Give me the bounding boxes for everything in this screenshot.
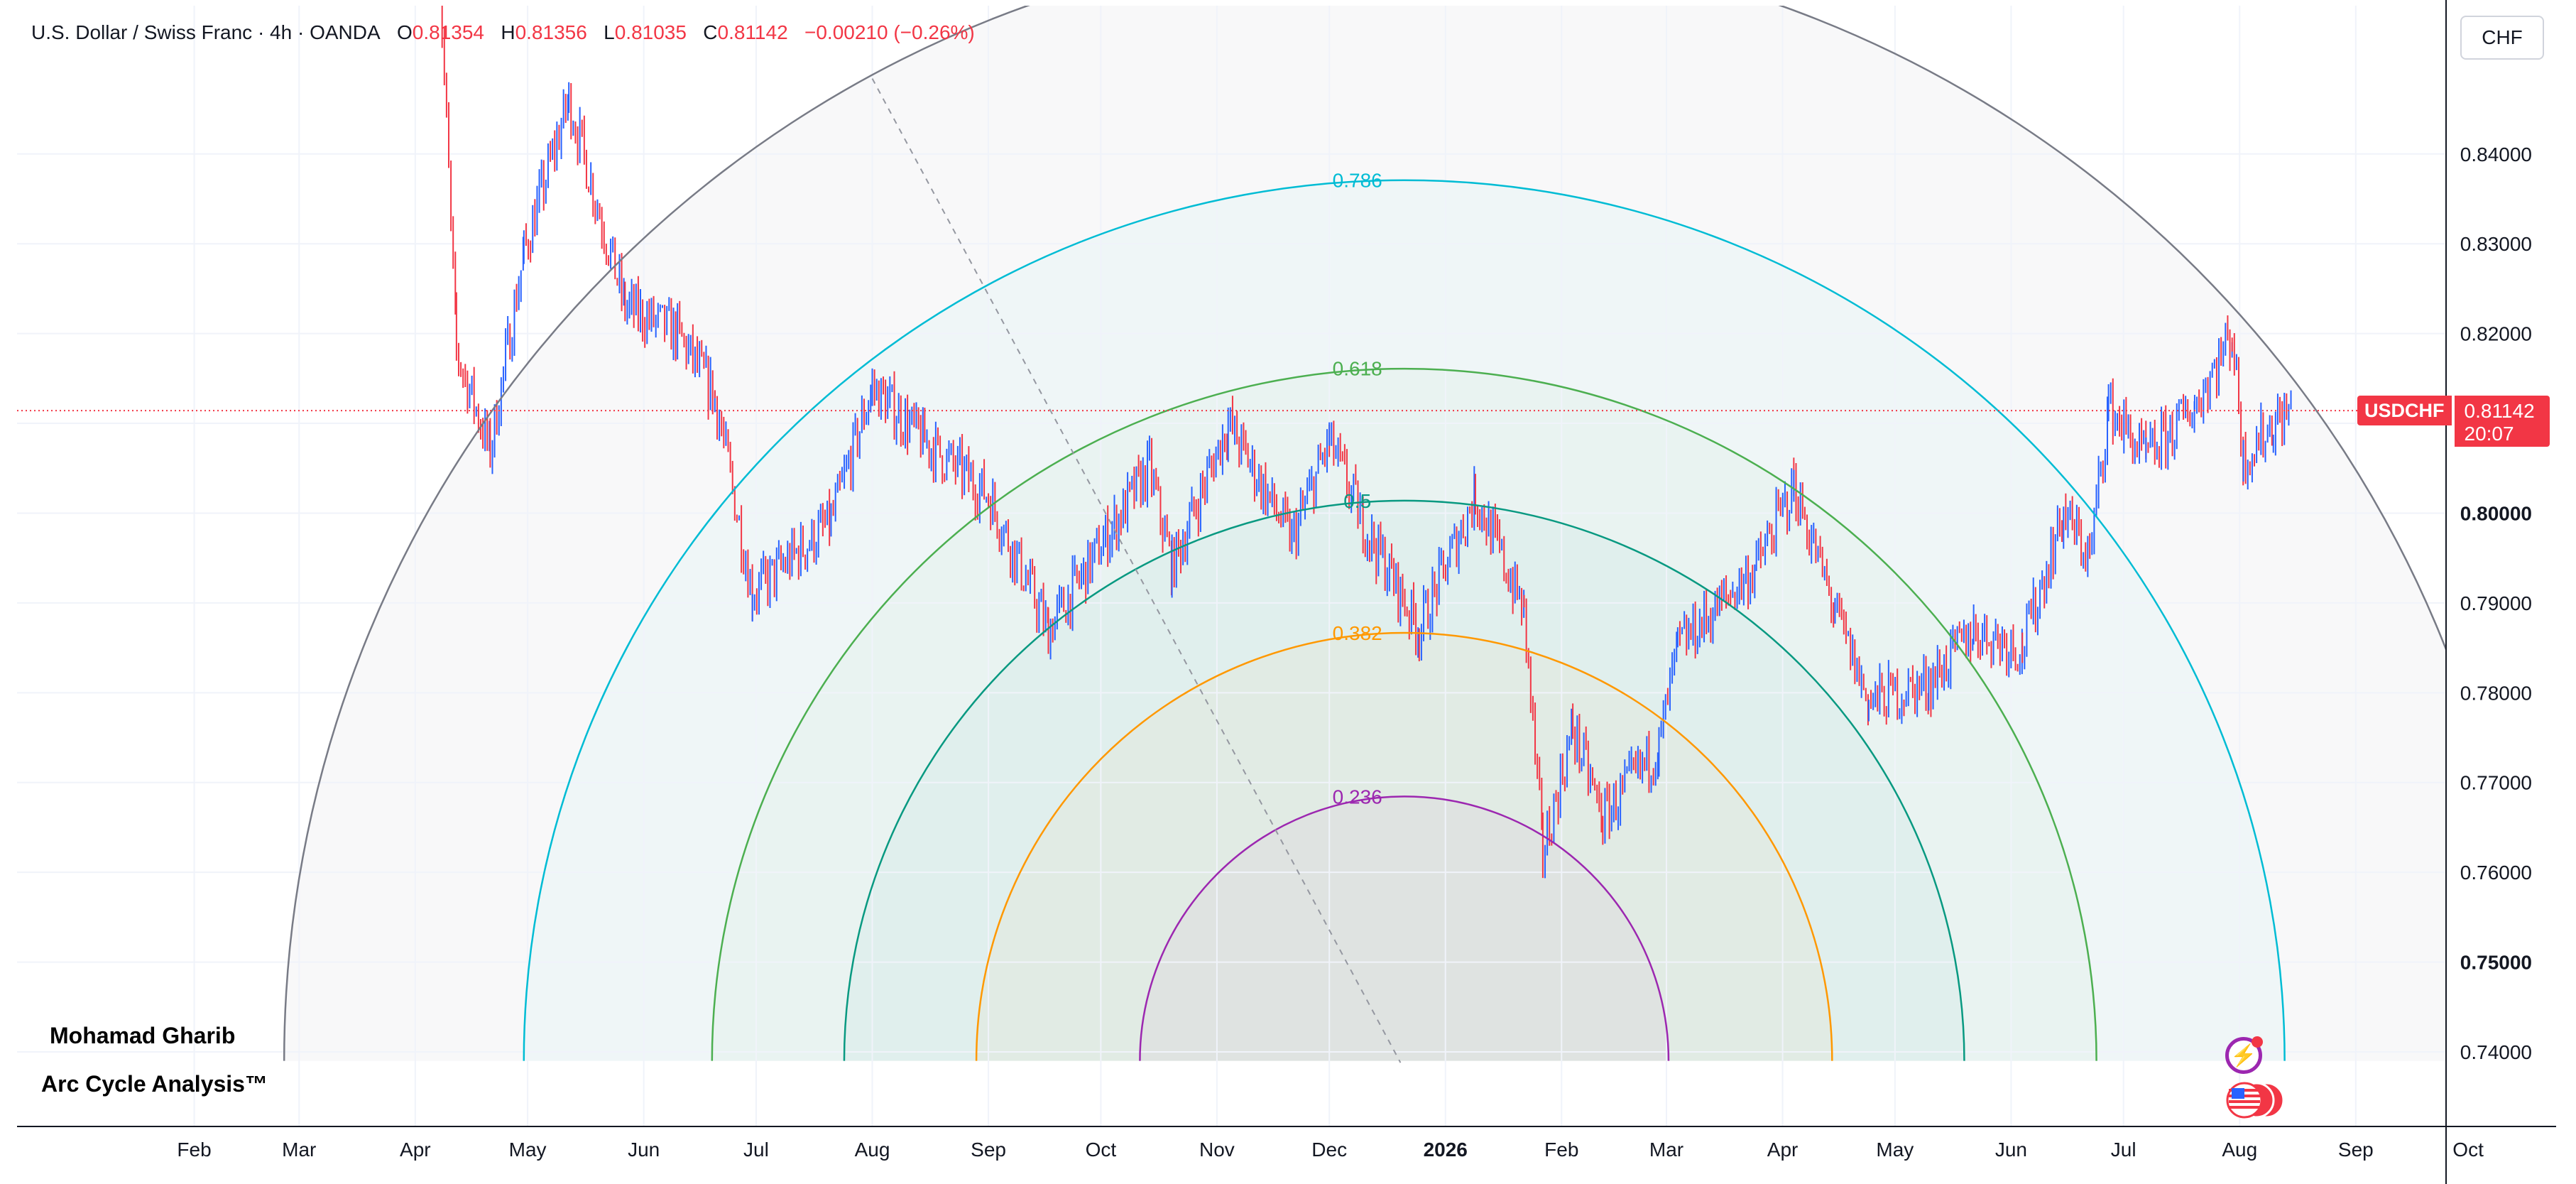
high-value: 0.81356 — [515, 21, 587, 43]
price-tag-price: 0.81142 — [2464, 400, 2535, 422]
low-value: 0.81035 — [614, 21, 687, 43]
x-tick-label: Apr — [1767, 1139, 1799, 1161]
axes: 0.74000 0.75000 0.76000 0.77000 0.78000 0.790… — [17, 0, 2556, 1184]
currency-button[interactable]: CHF — [2460, 16, 2544, 60]
close-label: C — [703, 21, 718, 43]
x-tick-label: Mar — [1649, 1139, 1683, 1161]
y-tick-label: 0.78000 — [2460, 682, 2532, 704]
fib-arc-layer: 0.786 0.618 0.5 0.382 0.236 — [17, 6, 2446, 1063]
y-tick-label: 0.82000 — [2460, 323, 2532, 345]
close-value: 0.81142 — [717, 21, 788, 43]
symbol-description[interactable]: U.S. Dollar / Swiss Franc · 4h · OANDA — [31, 21, 381, 43]
y-tick-label: 0.83000 — [2460, 233, 2532, 255]
us-flag-icon[interactable] — [2225, 1081, 2285, 1119]
x-tick-label: May — [1876, 1139, 1914, 1161]
x-tick-label: Mar — [282, 1139, 316, 1161]
x-tick-label: Aug — [2222, 1139, 2257, 1161]
change-value: −0.00210 (−0.26%) — [804, 21, 975, 43]
y-tick-label: 0.79000 — [2460, 592, 2532, 614]
lightning-icon[interactable]: ⚡ — [2225, 1036, 2263, 1074]
fib-arc-label-0382: 0.382 — [1333, 622, 1382, 644]
open-label: O — [397, 21, 413, 43]
outer-arc-fill — [284, 6, 2446, 1061]
x-tick-label: Jul — [2111, 1139, 2136, 1161]
fib-arc-0382 — [975, 631, 1833, 1061]
last-price-tag: USDCHF 0.81142 20:07 — [2357, 396, 2550, 447]
x-tick-label: Aug — [855, 1139, 890, 1161]
fib-arc-0618 — [711, 367, 2097, 1061]
arc-fill-layer — [284, 6, 2446, 1061]
y-tick-label: 0.80000 — [2460, 502, 2532, 524]
candle-series — [441, 6, 2292, 879]
fib-arc-label-0618: 0.618 — [1333, 358, 1382, 380]
y-tick-label: 0.84000 — [2460, 143, 2532, 165]
fib-arc-label-05: 0.5 — [1343, 490, 1371, 512]
x-tick-label: Sep — [2338, 1139, 2374, 1161]
x-tick-label: Feb — [177, 1139, 211, 1161]
analysis-title: Arc Cycle Analysis™ — [41, 1071, 268, 1097]
outer-arc — [283, 6, 2446, 1061]
price-tag-countdown: 20:07 — [2464, 423, 2514, 445]
x-tick-label: May — [509, 1139, 547, 1161]
x-tick-label: Jun — [1995, 1139, 2027, 1161]
grid-lines — [17, 6, 2446, 1126]
x-tick-label: Apr — [400, 1139, 431, 1161]
x-tick-label: Feb — [1544, 1139, 1578, 1161]
y-tick-label: 0.74000 — [2460, 1041, 2532, 1063]
fib-arc-05 — [843, 499, 1965, 1061]
x-tick-label: Dec — [1311, 1139, 1347, 1161]
price-tag-box: 0.81142 20:07 — [2454, 396, 2550, 447]
y-tick-label: 0.76000 — [2460, 862, 2532, 884]
open-value: 0.81354 — [412, 21, 484, 43]
x-tick-label: Oct — [2452, 1139, 2484, 1161]
legend-header: U.S. Dollar / Swiss Franc · 4h · OANDA O… — [31, 21, 975, 44]
x-tick-label: Nov — [1199, 1139, 1235, 1161]
high-label: H — [501, 21, 515, 43]
x-tick-label: Jun — [628, 1139, 660, 1161]
y-tick-label: 0.75000 — [2460, 952, 2532, 974]
x-tick-label: Oct — [1086, 1139, 1117, 1161]
low-label: L — [604, 21, 615, 43]
fib-arc-label-0786: 0.786 — [1333, 170, 1382, 192]
x-tick-label: 2026 — [1424, 1139, 1468, 1161]
notification-dot — [2252, 1036, 2263, 1048]
price-tag-symbol: USDCHF — [2357, 396, 2452, 425]
fib-arc-0236 — [1139, 796, 1670, 1061]
fib-arc-label-0236: 0.236 — [1333, 786, 1382, 808]
y-tick-label: 0.77000 — [2460, 772, 2532, 794]
fib-arc-0786 — [523, 179, 2286, 1061]
x-tick-label: Jul — [743, 1139, 769, 1161]
anchor-trend-line — [871, 78, 1402, 1063]
x-tick-label: Sep — [971, 1139, 1006, 1161]
author-watermark: Mohamad Gharib — [50, 1023, 236, 1048]
